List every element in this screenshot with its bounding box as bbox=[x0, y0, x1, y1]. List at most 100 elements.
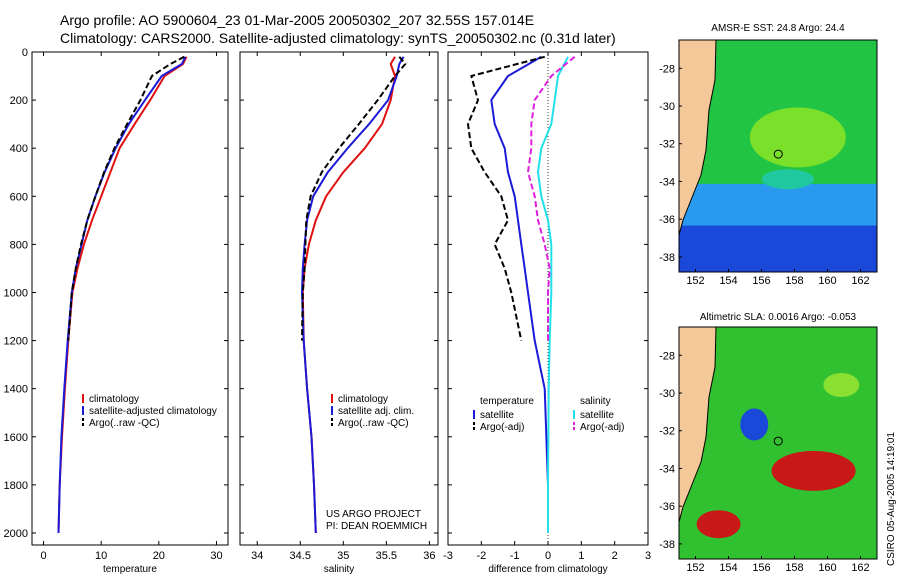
map-sla-field bbox=[679, 327, 877, 559]
map-sst-xtick-label: 162 bbox=[851, 275, 869, 287]
map-sst-frame bbox=[678, 39, 878, 273]
map-sla-ytick-label: -32 bbox=[659, 426, 675, 438]
map-sst-ytick-label: -30 bbox=[659, 101, 675, 113]
panel2-series-argo-raw-qc bbox=[301, 56, 407, 341]
sst-cold-band bbox=[679, 225, 877, 272]
sla-high-eddy-south bbox=[696, 510, 741, 539]
panel3-xtick-label: 3 bbox=[645, 550, 651, 562]
map-sst-xtick-label: 158 bbox=[785, 275, 803, 287]
sla-map: 152 154 156 158 160 162 -28 -30 -32 -34 -36 -38 bbox=[659, 326, 878, 574]
panel2-legend-label: satellite adj. clim. bbox=[338, 406, 414, 417]
panel3-series-temperature-argo-adj bbox=[467, 55, 545, 341]
panel3-series-temperature-satellite bbox=[490, 55, 549, 533]
sst-map: 152 154 156 158 160 162 -28 -30 -32 -34 -36 -38 bbox=[659, 39, 878, 287]
difference-legend-label: satellite bbox=[580, 410, 614, 421]
difference-xlabel: difference from climatology bbox=[488, 564, 607, 575]
map-sla-ytick-label: -34 bbox=[659, 463, 675, 475]
sla-positive-patch bbox=[823, 373, 860, 397]
panel3-xtick-label: -2 bbox=[476, 550, 486, 562]
figure-title-line1: Argo profile: AO 5900604_23 01-Mar-2005 … bbox=[60, 12, 534, 28]
sla-high-eddy bbox=[771, 450, 856, 491]
sst-warm-patch bbox=[749, 107, 846, 168]
sst-map-title: AMSR-E SST: 24.8 Argo: 24.4 bbox=[711, 23, 845, 34]
panel1-series-argo-raw-qc bbox=[67, 55, 185, 341]
australia-land bbox=[679, 327, 717, 523]
panel1-xtick-label: 10 bbox=[95, 550, 107, 562]
salinity-axes bbox=[239, 51, 439, 546]
panel2-legend-label: climatology bbox=[338, 394, 388, 405]
panel2-xtick-label: 35.5 bbox=[376, 550, 397, 562]
salinity-xlabel: salinity bbox=[324, 564, 355, 575]
depth-tick-label: 1600 bbox=[4, 432, 28, 444]
depth-tick-label: 800 bbox=[10, 239, 28, 251]
map-sst-xtick-label: 160 bbox=[818, 275, 836, 287]
map-sst-field bbox=[679, 40, 877, 272]
panel1-series-climatology bbox=[57, 56, 188, 534]
difference-legend-label: Argo(-adj) bbox=[480, 422, 524, 433]
depth-tick-label: 0 bbox=[22, 47, 28, 59]
argo-float-marker bbox=[773, 149, 783, 159]
depth-tick-label: 600 bbox=[10, 191, 28, 203]
project-note-line2: PI: DEAN ROEMMICH bbox=[326, 521, 427, 532]
map-sla-xtick-label: 162 bbox=[851, 562, 869, 574]
map-sla-ytick-label: -36 bbox=[659, 501, 675, 513]
panel2-xtick-label: 35 bbox=[337, 550, 349, 562]
map-sst-xtick-label: 156 bbox=[752, 275, 770, 287]
panel1-series-satellite-adjusted-climatology bbox=[57, 56, 187, 534]
project-note-line1: US ARGO PROJECT bbox=[326, 509, 421, 520]
panel1-xtick-label: 20 bbox=[153, 550, 165, 562]
panel1-legend-label: satellite-adjusted climatology bbox=[89, 406, 217, 417]
map-sst-ytick-label: -28 bbox=[659, 63, 675, 75]
map-sst-ytick-label: -36 bbox=[659, 214, 675, 226]
temperature-xlabel: temperature bbox=[103, 564, 157, 575]
panel2-legend-label: Argo(..raw -QC) bbox=[338, 418, 409, 429]
panel1-xtick-label: 30 bbox=[210, 550, 222, 562]
map-sst-ytick-label: -34 bbox=[659, 176, 675, 188]
map-sla-xtick-label: 158 bbox=[785, 562, 803, 574]
panel3-xtick-label: -1 bbox=[510, 550, 520, 562]
depth-tick-label: 400 bbox=[10, 143, 28, 155]
difference-legend-label: Argo(-adj) bbox=[580, 422, 624, 433]
panel1-legend-label: climatology bbox=[89, 394, 139, 405]
plot-layer: 0 10 20 30020040060080010001200140016001800… bbox=[4, 47, 652, 562]
panel2-xtick-label: 36 bbox=[423, 550, 435, 562]
panel3-xtick-label: 2 bbox=[612, 550, 618, 562]
sst-eddy-patch bbox=[761, 169, 814, 190]
map-sla-frame bbox=[678, 326, 878, 560]
map-sst-xtick-label: 152 bbox=[686, 275, 704, 287]
map-sla-ytick-label: -38 bbox=[659, 539, 675, 551]
panel2-series-satellite-adj-clim bbox=[301, 56, 405, 534]
panel1-xtick-label: 0 bbox=[40, 550, 46, 562]
map-sla-xtick-label: 160 bbox=[818, 562, 836, 574]
depth-tick-label: 1400 bbox=[4, 384, 28, 396]
depth-tick-label: 1000 bbox=[4, 287, 28, 299]
map-sst-ytick-label: -32 bbox=[659, 139, 675, 151]
map-sla-ytick-label: -28 bbox=[659, 350, 675, 362]
depth-tick-label: 2000 bbox=[4, 528, 28, 540]
map-sla-ytick-label: -30 bbox=[659, 388, 675, 400]
temperature-axes bbox=[31, 51, 229, 546]
map-sla-xtick-label: 152 bbox=[686, 562, 704, 574]
panel2-xtick-label: 34.5 bbox=[290, 550, 311, 562]
panel1-legend-label: Argo(..raw -QC) bbox=[89, 418, 160, 429]
difference-legend-label: satellite bbox=[480, 410, 514, 421]
depth-tick-label: 1800 bbox=[4, 480, 28, 492]
panel3-series-salinity-satellite bbox=[537, 56, 569, 533]
map-sst-xtick-label: 154 bbox=[719, 275, 737, 287]
panel3-xtick-label: -3 bbox=[443, 550, 453, 562]
panel3-xtick-label: 0 bbox=[545, 550, 551, 562]
panel3-xtick-label: 1 bbox=[578, 550, 584, 562]
panel3-series-salinity-argo-adj bbox=[527, 56, 576, 341]
credit-label: CSIRO 05-Aug-2005 14:19:01 bbox=[886, 432, 897, 566]
depth-tick-label: 200 bbox=[10, 95, 28, 107]
map-sst-ytick-label: -38 bbox=[659, 252, 675, 264]
sla-low-eddy bbox=[740, 408, 769, 441]
panel2-series-climatology bbox=[301, 56, 396, 534]
australia-land bbox=[679, 40, 717, 236]
map-sla-xtick-label: 154 bbox=[719, 562, 737, 574]
argo-float-marker bbox=[773, 436, 783, 446]
figure-title-line2: Climatology: CARS2000. Satellite-adjuste… bbox=[60, 30, 616, 46]
map-sla-xtick-label: 156 bbox=[752, 562, 770, 574]
panel2-xtick-label: 34 bbox=[251, 550, 263, 562]
